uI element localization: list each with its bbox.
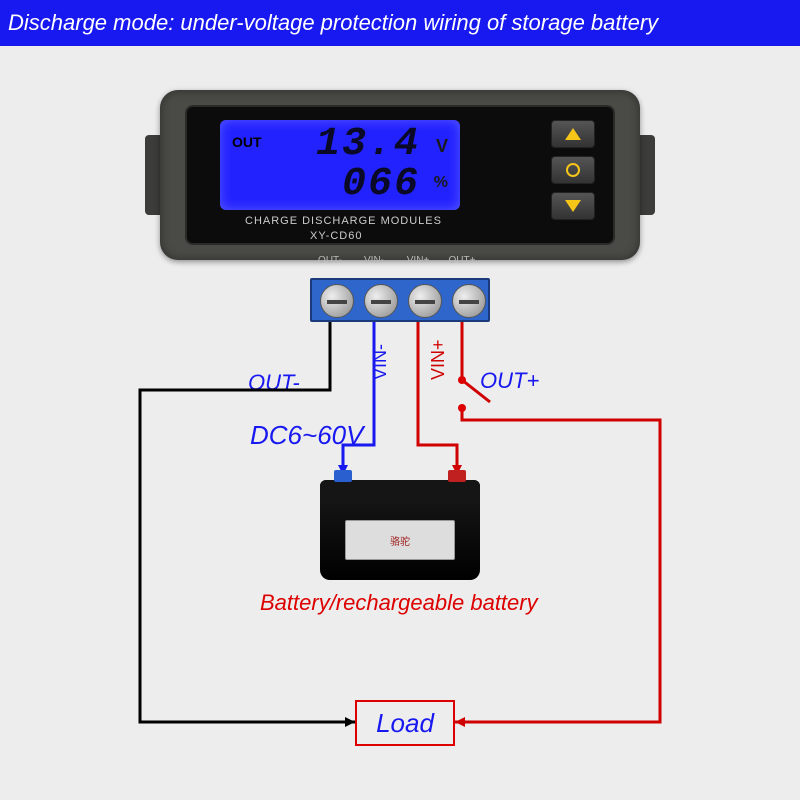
vin-pos-vertical: VIN+ (428, 339, 449, 380)
battery-caption: Battery/rechargeable battery (260, 590, 538, 616)
term-label-out-pos: OUT+ (449, 255, 476, 266)
battery-terminal-neg (334, 470, 352, 482)
term-label-vin-pos: VIN+ (407, 255, 430, 266)
screw-vin-pos (408, 284, 442, 318)
term-label-vin-neg: VIN- (364, 255, 384, 266)
lcd-display: OUT 13.4 V 066 % (220, 120, 460, 210)
switch-node-bottom (458, 404, 466, 412)
lcd-voltage-unit: V (436, 136, 448, 157)
switch-node-top (458, 376, 466, 384)
battery-top (320, 480, 480, 504)
module-label-1: CHARGE DISCHARGE MODULES (245, 215, 442, 227)
lcd-percent: 066 (342, 162, 420, 207)
load-box: Load (355, 700, 455, 746)
term-label-out-neg: OUT- (318, 255, 342, 266)
triangle-down-icon (565, 200, 581, 212)
down-button[interactable] (551, 192, 595, 220)
settings-button[interactable] (551, 156, 595, 184)
voltage-range-label: DC6~60V (250, 420, 363, 451)
out-neg-label: OUT- (248, 370, 300, 396)
triangle-up-icon (565, 128, 581, 140)
up-button[interactable] (551, 120, 595, 148)
out-pos-label: OUT+ (480, 368, 539, 394)
vin-neg-vertical: VIN- (370, 344, 391, 380)
gear-icon (566, 163, 580, 177)
lcd-percent-unit: % (434, 174, 448, 192)
screw-vin-neg (364, 284, 398, 318)
terminal-block (310, 278, 490, 322)
module-label-2: XY-CD60 (310, 230, 362, 242)
screw-out-neg (320, 284, 354, 318)
screw-out-pos (452, 284, 486, 318)
arrow-load-neg (345, 717, 355, 727)
battery-sticker: 骆驼 (345, 520, 455, 560)
charge-module: OUT 13.4 V 066 % CHARGE DISCHARGE MODULE… (150, 80, 650, 270)
battery: 骆驼 (320, 480, 480, 580)
diagram-stage: OUT 13.4 V 066 % CHARGE DISCHARGE MODULE… (0, 50, 800, 800)
lcd-voltage: 13.4 (316, 122, 420, 167)
wire-out-pos-b (455, 408, 660, 722)
title-banner: Discharge mode: under-voltage protection… (0, 0, 800, 46)
arrow-load-pos (455, 717, 465, 727)
lcd-out-label: OUT (232, 134, 262, 150)
battery-terminal-pos (448, 470, 466, 482)
